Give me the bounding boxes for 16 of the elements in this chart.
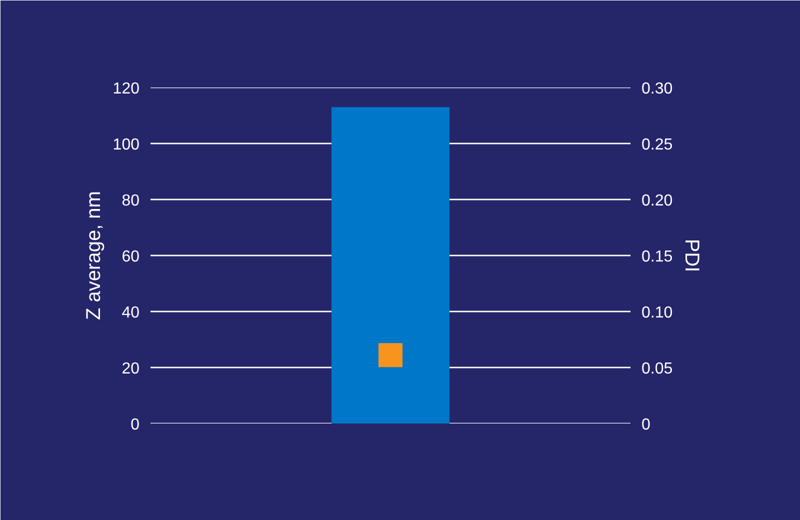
y-tick-label: 0	[130, 416, 140, 434]
y2-tick-label: 0.15	[642, 248, 673, 266]
y2-tick-label: 0.25	[642, 136, 673, 154]
y-tick-label: 120	[112, 80, 140, 98]
y-axis-title: Z average, nm	[82, 191, 105, 320]
y-tick-label: 60	[122, 248, 140, 266]
y-tick-label: 80	[122, 192, 140, 210]
y-tick-label: 100	[112, 136, 140, 154]
y2-tick-label: 0.05	[642, 360, 673, 378]
y-tick-label: 20	[122, 360, 140, 378]
y2-tick-label: 0.30	[642, 80, 673, 98]
y-tick-label: 40	[122, 304, 140, 322]
y2-tick-label: 0.10	[642, 304, 673, 322]
y2-tick-label: 0	[642, 416, 650, 434]
y2-axis-title: PDI	[680, 238, 703, 272]
y2-tick-label: 0.20	[642, 192, 673, 210]
